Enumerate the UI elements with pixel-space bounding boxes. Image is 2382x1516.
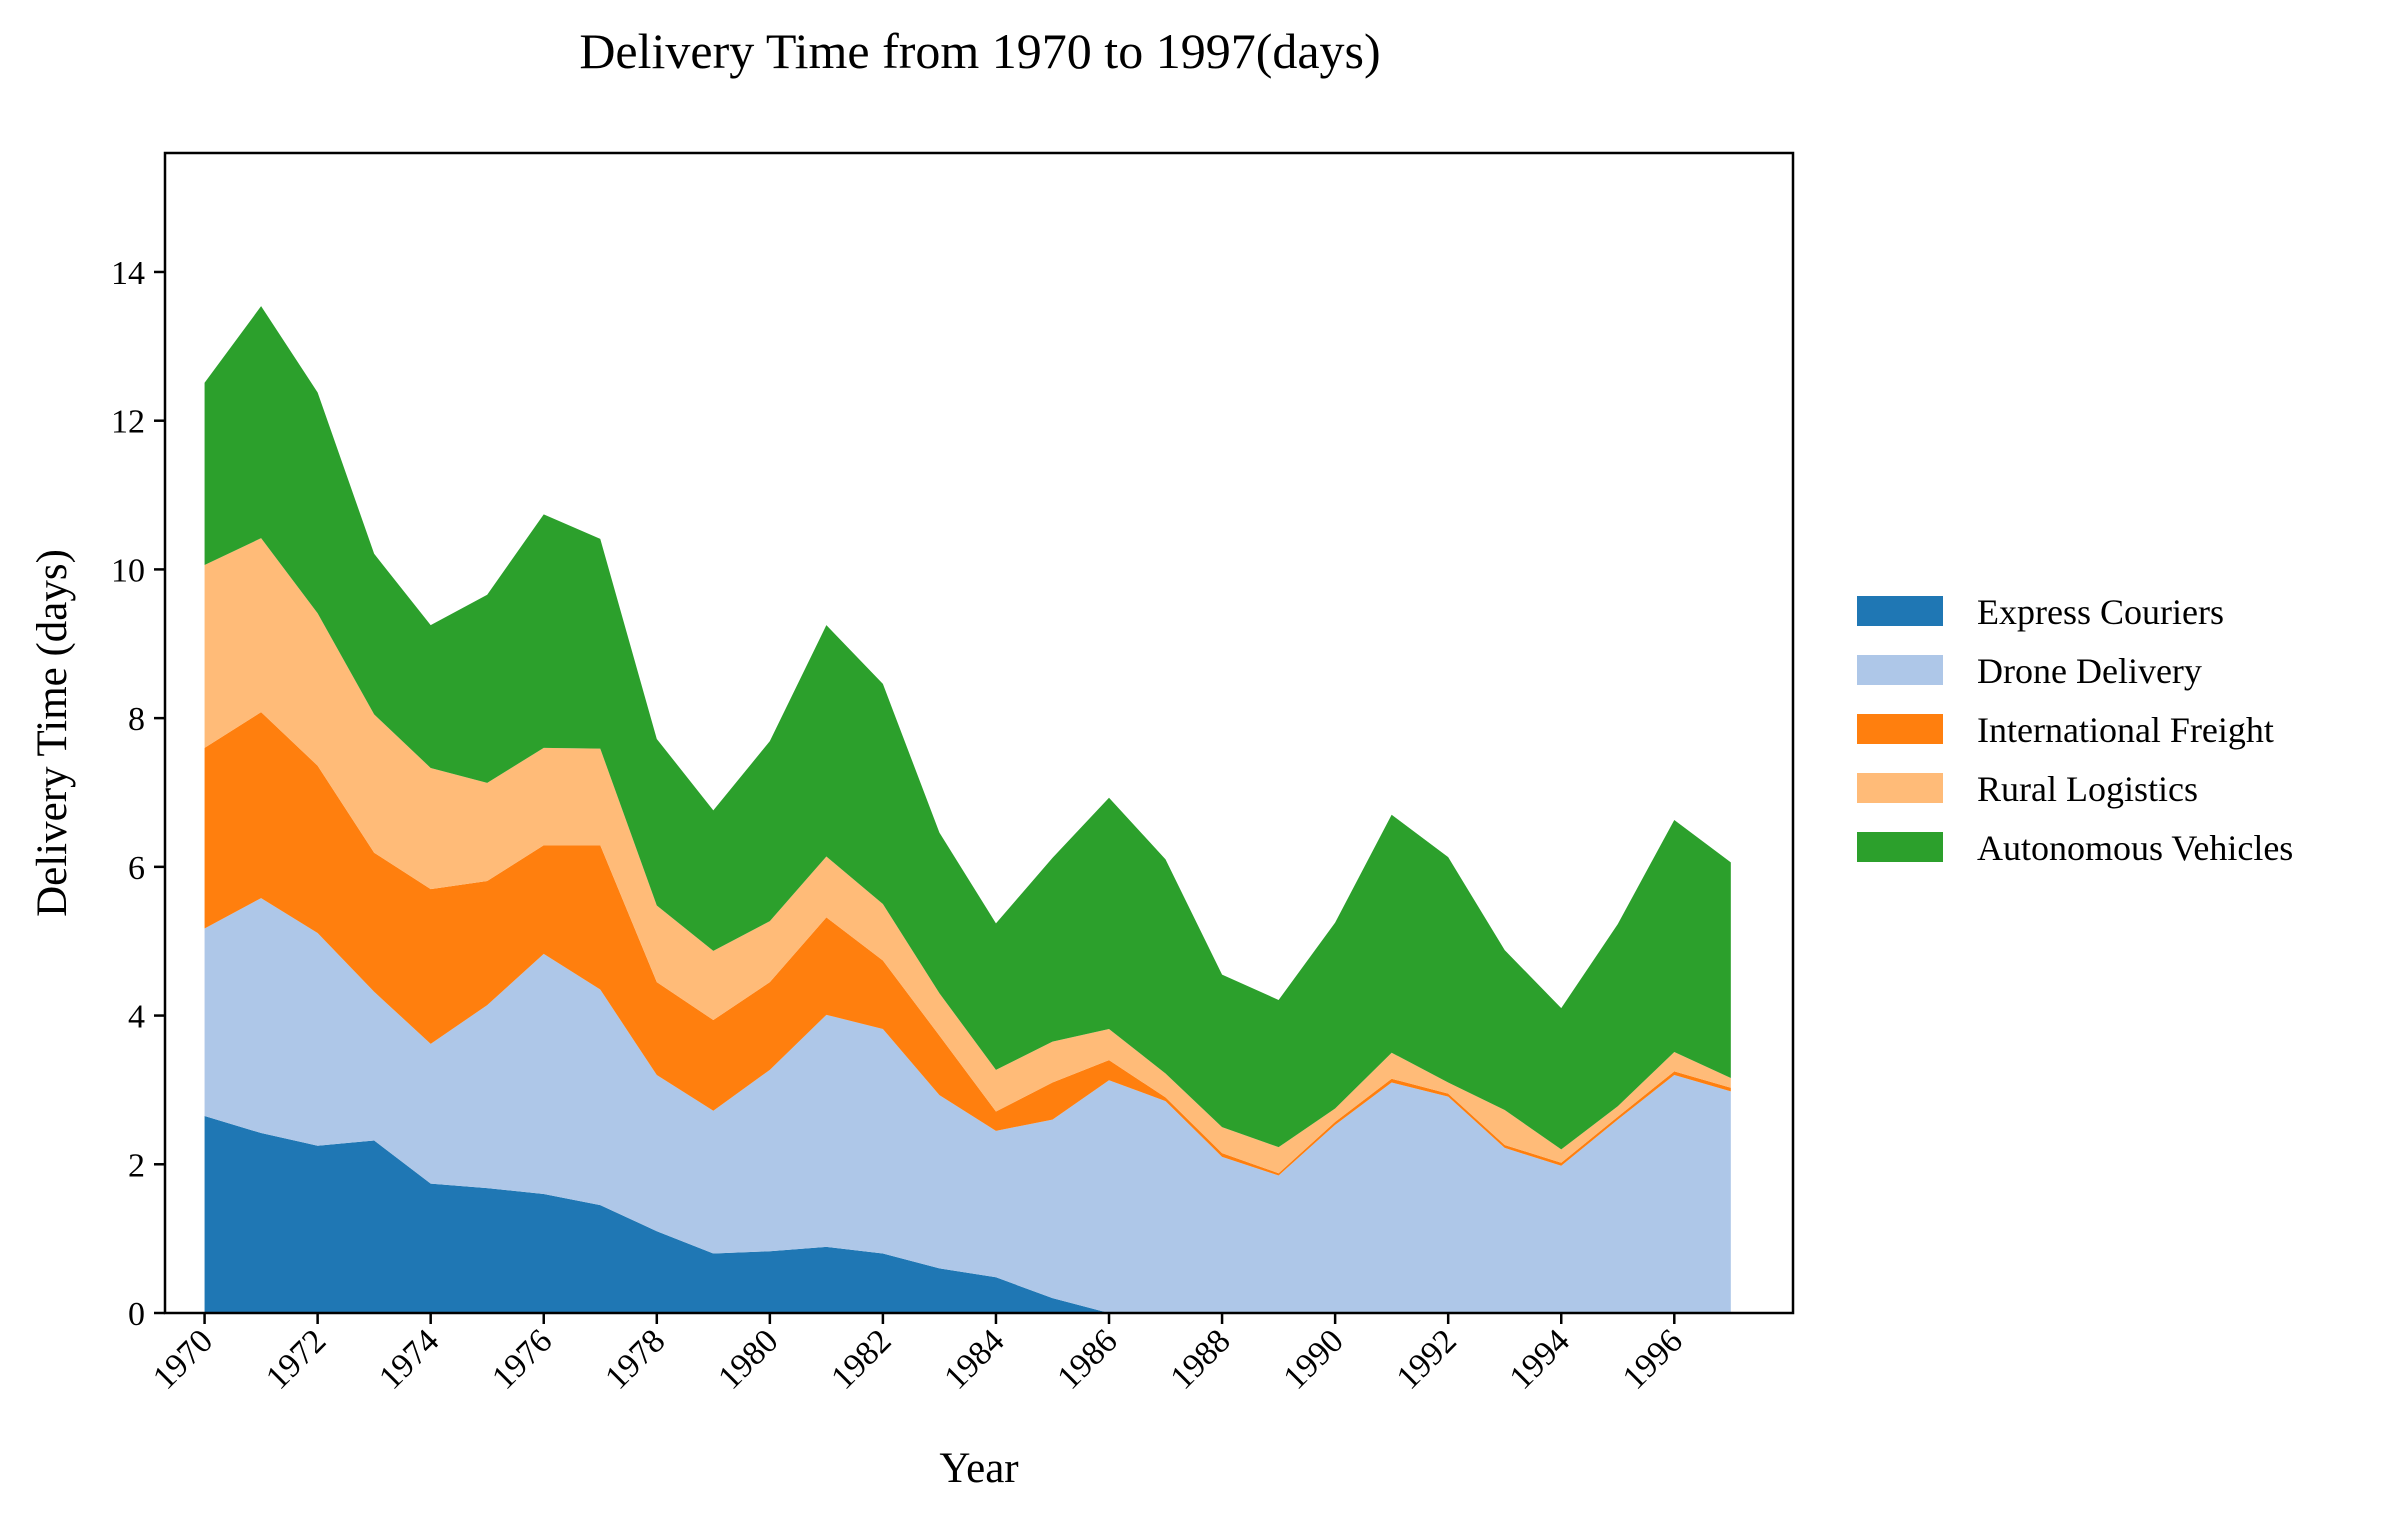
x-tick-label: 1992 [1390, 1322, 1464, 1396]
legend-swatch-international-freight [1857, 714, 1943, 744]
legend-label-drone-delivery: Drone Delivery [1977, 651, 2202, 691]
x-tick-label: 1988 [1163, 1322, 1237, 1396]
x-tick-label: 1982 [824, 1322, 898, 1396]
plot-frame [163, 151, 1795, 1315]
x-axis-label: Year [939, 1445, 1018, 1492]
y-tick-label: 14 [111, 255, 145, 292]
area-autonomous-vehicles [204, 306, 1731, 1150]
x-tick-label: 1980 [711, 1322, 785, 1396]
legend-label-autonomous-vehicles: Autonomous Vehicles [1977, 828, 2293, 868]
x-tick-label: 1984 [937, 1322, 1011, 1396]
area-rural-logistics [204, 538, 1731, 1174]
area-international-freight [204, 712, 1731, 1176]
legend-label-international-freight: International Freight [1977, 710, 2274, 750]
legend-swatch-rural-logistics [1857, 773, 1943, 803]
legend-label-express-couriers: Express Couriers [1977, 592, 2224, 632]
x-axis-ticks: 1970 1972 1974 1976 1978 1980 1982 1984 1986 1988… [146, 1313, 1690, 1397]
y-tick-label: 6 [128, 850, 145, 887]
y-tick-label: 0 [128, 1296, 145, 1333]
y-tick-label: 4 [128, 999, 145, 1036]
chart-title: Delivery Time from 1970 to 1997(days) [579, 23, 1380, 79]
x-tick-label: 1990 [1277, 1322, 1351, 1396]
x-tick-label: 1976 [485, 1322, 559, 1396]
legend-label-rural-logistics: Rural Logistics [1977, 769, 2198, 809]
legend-swatch-drone-delivery [1857, 655, 1943, 685]
legend-swatch-express-couriers [1857, 596, 1943, 626]
x-tick-label: 1994 [1503, 1322, 1577, 1396]
y-axis-label: Delivery Time (days) [29, 549, 76, 917]
x-tick-label: 1996 [1616, 1322, 1690, 1396]
x-tick-label: 1970 [146, 1322, 220, 1396]
x-tick-label: 1972 [259, 1322, 333, 1396]
legend-swatch-autonomous-vehicles [1857, 832, 1943, 862]
y-axis-ticks: 0 2 4 6 8 10 12 14 [111, 255, 165, 1333]
y-tick-label: 10 [111, 552, 145, 589]
x-tick-label: 1986 [1050, 1322, 1124, 1396]
x-tick-label: 1978 [598, 1322, 672, 1396]
area-drone-delivery [204, 898, 1731, 1313]
legend: Express Couriers Drone Delivery Internatio… [1857, 592, 2293, 868]
x-tick-label: 1974 [372, 1322, 446, 1396]
y-tick-label: 2 [128, 1147, 145, 1184]
y-tick-label: 12 [111, 404, 145, 441]
y-tick-label: 8 [128, 701, 145, 738]
area-express-couriers [204, 1115, 1731, 1313]
area-series-group [204, 306, 1731, 1313]
